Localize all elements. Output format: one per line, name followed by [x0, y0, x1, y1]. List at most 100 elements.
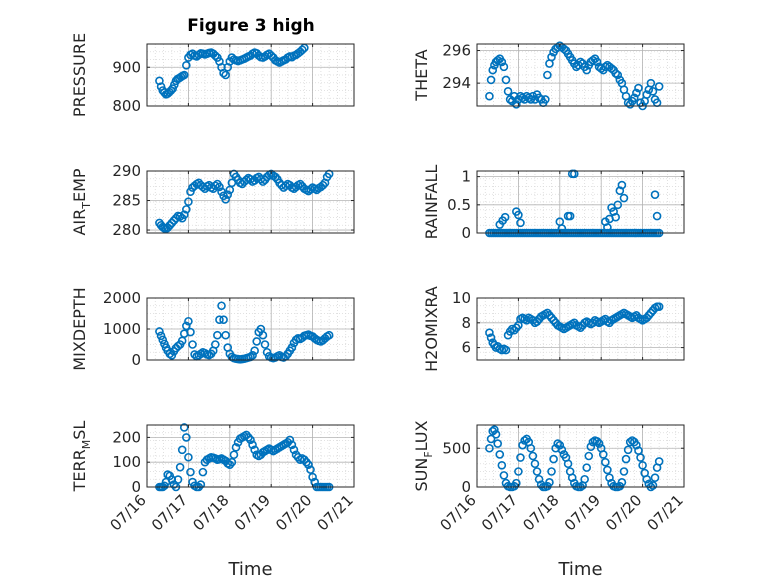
- data-point: [528, 451, 538, 461]
- data-point: [654, 302, 664, 311]
- data-point: [250, 445, 259, 455]
- data-point: [632, 88, 641, 98]
- data-point: [582, 65, 592, 75]
- data-point: [486, 434, 496, 444]
- data-point: [598, 450, 608, 459]
- subplot-right-1: 294 296 THETA: [412, 41, 685, 111]
- x-tick-label: 07/17: [478, 491, 521, 534]
- data-point: [295, 179, 305, 189]
- series-markers: [155, 301, 334, 364]
- data-point: [250, 346, 259, 356]
- data-point: [198, 467, 208, 477]
- data-point: [654, 82, 664, 91]
- y-tick-label: 0: [461, 224, 471, 242]
- data-point: [623, 445, 633, 455]
- x-tick-label: 07/19: [231, 491, 274, 534]
- x-tick-label: 07/20: [602, 491, 645, 534]
- data-point: [642, 474, 652, 484]
- data-point: [500, 212, 510, 222]
- data-point: [605, 473, 614, 483]
- data-point: [219, 68, 228, 78]
- data-point: [601, 457, 610, 467]
- y-axis-label: PRESSURE: [70, 33, 89, 117]
- data-point: [613, 200, 623, 210]
- data-point: [217, 301, 226, 311]
- data-point: [215, 315, 224, 325]
- data-point: [650, 190, 660, 199]
- data-point: [654, 457, 664, 466]
- data-point: [588, 56, 598, 65]
- y-tick-label: 0: [131, 478, 141, 496]
- data-point: [491, 429, 501, 439]
- axes-box: [146, 170, 355, 234]
- data-point: [547, 52, 556, 62]
- y-tick-label: 296: [442, 42, 471, 60]
- axes-box: [146, 43, 355, 107]
- data-point: [582, 463, 592, 472]
- x-tick-label: 07/19: [561, 491, 604, 534]
- data-point: [163, 223, 172, 232]
- data-point: [512, 100, 521, 109]
- data-point: [184, 316, 193, 326]
- data-point: [287, 52, 297, 62]
- data-point: [156, 331, 166, 341]
- x-tick-label: 07/16: [107, 491, 150, 534]
- data-point: [534, 474, 544, 484]
- data-point: [619, 193, 629, 203]
- data-point: [613, 70, 623, 80]
- x-tick-label: 07/17: [148, 491, 191, 534]
- data-point: [576, 57, 585, 67]
- data-point: [490, 425, 499, 434]
- series-markers: [155, 43, 309, 99]
- data-point: [545, 478, 554, 487]
- y-tick-label: 6: [461, 339, 471, 357]
- y-tick-label: 0: [461, 478, 471, 496]
- data-point: [211, 340, 220, 349]
- axes-box: [476, 297, 685, 361]
- data-point: [182, 61, 191, 70]
- y-tick-label: 290: [112, 162, 141, 180]
- y-axis-label: MIXDEPTH: [70, 287, 89, 370]
- data-point: [553, 439, 563, 448]
- subplot-left-1: 800 900 PRESSURE: [70, 33, 355, 117]
- subplot-left-2: 280 285 290 AIRTEMP: [70, 162, 355, 239]
- data-point: [485, 328, 494, 338]
- data-point: [215, 182, 224, 192]
- data-point: [563, 459, 573, 469]
- data-point: [324, 330, 334, 340]
- data-point: [248, 351, 257, 360]
- data-point: [603, 223, 612, 232]
- data-point: [495, 450, 505, 459]
- data-point: [611, 69, 620, 78]
- data-point: [532, 467, 542, 476]
- data-point: [252, 337, 262, 346]
- x-tick-label: 07/21: [644, 491, 687, 534]
- data-point: [621, 454, 631, 464]
- data-point: [514, 467, 523, 476]
- y-tick-label: 1000: [103, 320, 141, 338]
- y-tick-label: 200: [112, 428, 141, 446]
- x-axis-label: Time: [557, 559, 602, 580]
- subplot-right-3: 6 8 10 H2OMIXRA: [422, 286, 685, 372]
- y-tick-label: 2000: [103, 289, 141, 307]
- data-point: [638, 460, 647, 470]
- data-point: [211, 181, 220, 191]
- data-point: [318, 180, 328, 190]
- axes-box: [146, 424, 355, 488]
- axes-box: [476, 424, 685, 488]
- y-tick-label: 100: [112, 453, 141, 471]
- data-point: [258, 330, 268, 340]
- data-point: [580, 474, 589, 484]
- figure-title: Figure 3 high: [187, 16, 315, 36]
- y-tick-label: 500: [442, 439, 471, 457]
- data-point: [173, 341, 183, 351]
- data-point: [592, 436, 602, 446]
- data-point: [158, 335, 168, 345]
- y-axis-label: H2OMIXRA: [422, 286, 441, 372]
- data-point: [310, 477, 319, 487]
- data-point: [175, 462, 185, 472]
- data-point: [619, 467, 629, 476]
- data-point: [260, 340, 270, 349]
